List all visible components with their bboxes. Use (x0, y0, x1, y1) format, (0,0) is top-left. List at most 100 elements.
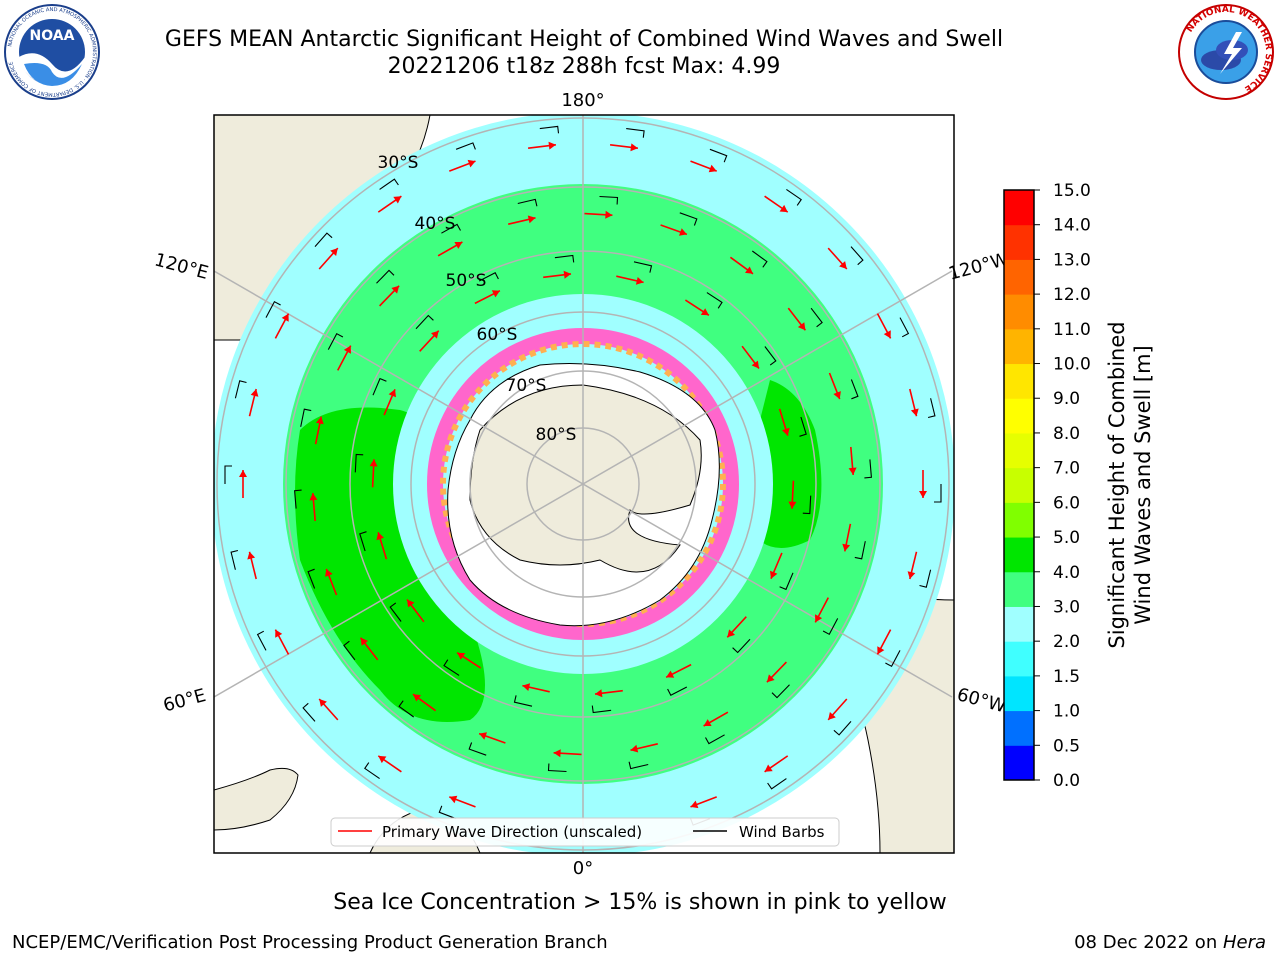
wave-arrowhead (413, 694, 421, 702)
lat-label-70s: 70°S (506, 376, 547, 396)
colorbar-segment (1004, 641, 1034, 677)
colorbar-segment (1004, 745, 1034, 781)
lon-label-0: 0° (573, 858, 593, 879)
wave-arrowhead (239, 470, 247, 477)
lat-label-40s: 40°S (415, 214, 456, 234)
wave-arrowhead (839, 261, 847, 269)
wave-arrowhead (388, 389, 396, 398)
colorbar-tick-label: 1.5 (1053, 667, 1080, 687)
wave-arrowhead (833, 391, 841, 400)
wave-arrowhead (782, 427, 790, 436)
wind-barb (919, 569, 932, 588)
wind-barb (626, 128, 645, 138)
wave-arrowhead (877, 646, 885, 655)
wind-barb (927, 398, 936, 419)
wind-barb (224, 465, 232, 484)
wave-arrowhead (679, 228, 687, 236)
wind-barb (234, 380, 247, 399)
wind-barb (767, 778, 787, 790)
colorbar-segment (1004, 675, 1034, 712)
wave-arrowhead (454, 242, 463, 249)
lon-label-60e: 60°E (161, 685, 208, 716)
wave-arrowhead (250, 389, 259, 397)
lat-label-50s: 50°S (446, 271, 487, 291)
wave-arrowhead (815, 614, 823, 623)
wind-barb (667, 686, 688, 696)
wave-arrowhead (788, 501, 797, 509)
antarctica-interior (469, 384, 702, 573)
wind-barb (547, 763, 567, 773)
wind-barb (327, 332, 344, 350)
footer-date: 08 Dec 2022 on Hera (1074, 932, 1266, 953)
colorbar-tick-label: 8.0 (1053, 424, 1080, 444)
wind-barb (256, 630, 267, 651)
wind-barb (307, 568, 316, 589)
colorbar-segment (1004, 467, 1034, 503)
wave-arrowhead (666, 670, 675, 678)
wind-barb (885, 650, 901, 668)
lon-label-120w: 120°W (946, 249, 1011, 285)
wave-arrowhead (766, 674, 775, 683)
wave-arrowhead (595, 689, 603, 698)
colorbar-tick-label: 6.0 (1053, 493, 1080, 513)
wind-barb (364, 762, 380, 780)
wave-arrowhead (467, 159, 476, 168)
caption: Sea Ice Concentration > 15% is shown in … (333, 890, 947, 915)
colorbar-tick-label: 14.0 (1053, 216, 1091, 236)
wave-arrowhead (751, 360, 759, 369)
colorbar-segment (1004, 571, 1034, 607)
wind-barb (438, 805, 457, 820)
wind-barb (376, 269, 395, 284)
wave-arrowhead (378, 755, 387, 764)
wind-barb (628, 761, 649, 770)
wave-arrowhead (393, 196, 402, 204)
colorbar-tick-label: 1.0 (1053, 702, 1080, 722)
wind-barb (517, 198, 538, 207)
wind-barb (539, 125, 560, 134)
wind-barb (359, 531, 367, 552)
lat-label-80s: 80°S (536, 425, 577, 445)
wind-barb (833, 721, 852, 736)
wind-barb (705, 734, 725, 745)
wind-barb (599, 195, 619, 205)
wave-arrowhead (553, 749, 561, 758)
colorbar (1004, 190, 1034, 781)
wind-barb (802, 495, 812, 515)
colorbar-label-line1: Significant Height of Combined (1105, 321, 1129, 648)
colorbar-segment (1004, 537, 1034, 573)
wave-arrowhead (548, 141, 556, 150)
colorbar-segment (1004, 190, 1034, 226)
wave-arrowhead (527, 215, 536, 224)
colorbar-segment (1004, 294, 1034, 330)
wind-barb (513, 695, 533, 707)
colorbar-tick-label: 15.0 (1053, 181, 1091, 201)
colorbar-segment (1004, 259, 1034, 295)
wave-arrowhead (708, 164, 717, 173)
wave-arrowhead (457, 652, 466, 660)
colorbar-tick-label: 4.0 (1053, 563, 1080, 583)
chart-title: GEFS MEAN Antarctic Significant Height o… (164, 27, 1004, 52)
lon-label-60w: 60°W (955, 684, 1009, 717)
wind-barb (441, 223, 461, 234)
map-legend: Primary Wave Direction (unscaled) Wind B… (330, 817, 840, 847)
wave-arrowhead (770, 570, 778, 579)
wave-arrowhead (630, 143, 638, 152)
colorbar-tick-label: 3.0 (1053, 597, 1080, 617)
colorbar-tick-label: 7.0 (1053, 459, 1080, 479)
wave-arrowhead (842, 543, 851, 552)
wave-arrowhead (630, 744, 639, 753)
wave-arrowhead (522, 683, 531, 691)
wave-arrowhead (605, 210, 613, 219)
lat-label-30s: 30°S (378, 153, 419, 173)
wave-arrowhead (315, 416, 324, 425)
wave-arrows (224, 125, 942, 826)
wave-arrowhead (343, 345, 351, 354)
chart-subtitle: 20221206 t18z 288h fcst Max: 4.99 (387, 54, 781, 79)
graticule (214, 115, 953, 853)
colorbar-tick-label: 12.0 (1053, 285, 1091, 305)
map-frame (213, 114, 955, 854)
wind-barb (799, 416, 807, 437)
lon-label-120e: 120°E (152, 249, 210, 283)
wind-barb (343, 640, 356, 661)
